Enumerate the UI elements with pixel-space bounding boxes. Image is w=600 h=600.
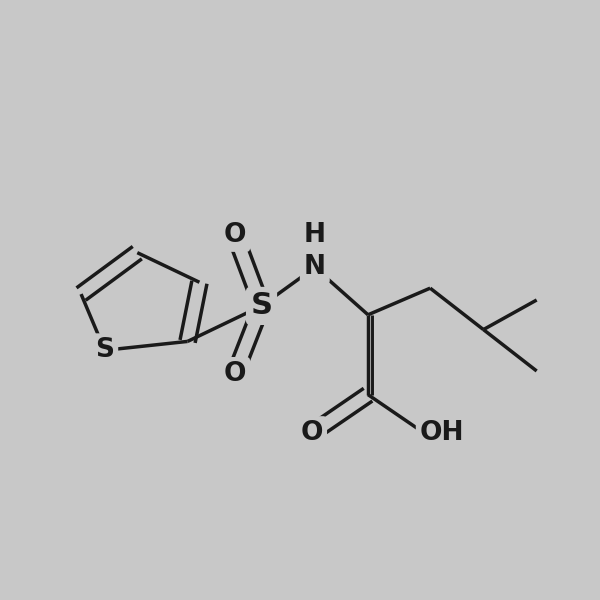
- Text: O: O: [301, 420, 323, 446]
- Text: OH: OH: [420, 420, 464, 446]
- Text: O: O: [224, 361, 246, 387]
- Text: O: O: [224, 222, 246, 248]
- Text: S: S: [251, 292, 272, 320]
- Text: H: H: [304, 222, 326, 248]
- Text: S: S: [95, 337, 114, 363]
- Text: N: N: [304, 254, 326, 280]
